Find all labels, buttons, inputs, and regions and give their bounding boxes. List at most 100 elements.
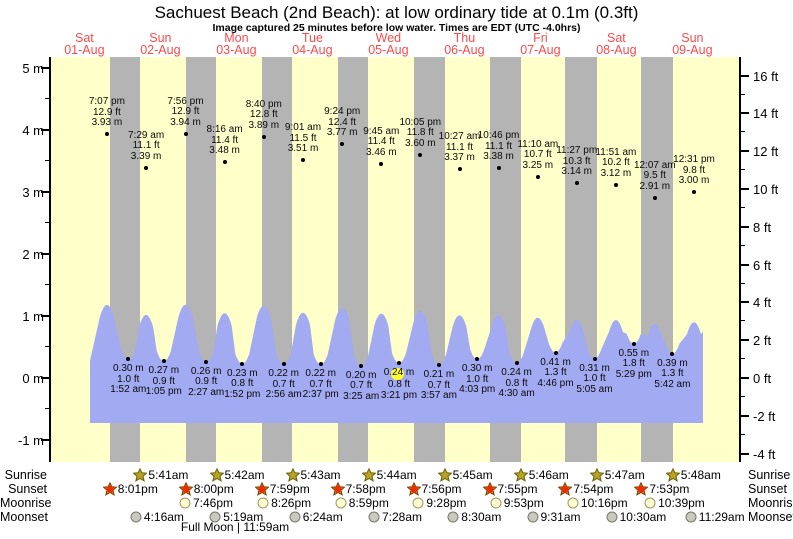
moonset-time: 10:30am — [619, 510, 667, 524]
high-tide-annotation: 12:31 pm 9.8 ft 3.00 m — [673, 154, 715, 186]
y-axis-label-right: 8 ft — [753, 219, 772, 235]
y-axis-minor-tick-left — [45, 408, 50, 409]
moonrise-icon — [644, 497, 656, 509]
y-axis-left-line — [49, 57, 51, 462]
moonrise-icon — [179, 497, 191, 509]
day-date: 03-Aug — [216, 43, 257, 57]
low-tide-annotation: 0.31 m 1.0 ft 5:05 am — [576, 362, 613, 395]
day-name: Tue — [301, 31, 323, 45]
high-tide-dot — [104, 132, 109, 137]
high-tide-annotation: 12:07 am 9.5 ft 2.91 m — [633, 159, 676, 192]
moonrise-time: 8:26pm — [271, 496, 312, 510]
low-tide-annotation: 0.21 m 0.7 ft 3:57 am — [420, 369, 457, 401]
high-tide-annotation: 8:16 am 11.4 ft 3.48 m — [206, 124, 243, 157]
sunrise-time: 5:47am — [604, 468, 645, 482]
sunrise-entry: 5:42am — [209, 468, 265, 482]
moonset-entry: 11:29am — [684, 510, 745, 524]
sunset-time: 7:58pm — [345, 482, 386, 496]
high-tide-annotation: 8:40 pm 12.8 ft 3.89 m — [245, 98, 282, 131]
y-axis-label-right: -4 ft — [753, 446, 776, 462]
moonset-icon — [685, 511, 697, 523]
low-tide-annotation: 0.30 m 1.0 ft 1:52 am — [110, 363, 147, 396]
high-tide-dot — [144, 165, 149, 170]
moonrise-time: 8:59pm — [348, 496, 389, 510]
high-tide-dot — [692, 190, 696, 194]
high-tide-dot — [574, 181, 579, 186]
low-tide-dot — [475, 357, 480, 362]
moonset-entry: 7:28am — [367, 510, 422, 524]
moonrise-icon — [257, 497, 269, 509]
y-axis-minor-tick-right — [740, 433, 745, 435]
y-axis-tick-left — [41, 253, 50, 255]
moonrise-entry: 8:59pm — [334, 496, 389, 510]
y-axis-minor-tick-right — [740, 395, 745, 397]
day-name: Sat — [75, 31, 94, 45]
sunrise-entry: 5:46am — [513, 468, 569, 482]
day-name: Mon — [224, 31, 249, 45]
sunset-entry: 7:55pm — [482, 482, 538, 496]
sunrise-star-icon — [209, 468, 224, 482]
moonset-time: 7:28am — [382, 510, 423, 524]
sunrise-row-label-right: Sunrise — [748, 468, 791, 482]
day-label: Mon 03-Aug — [198, 31, 274, 57]
high-tide-annotation: 10:05 pm 11.8 ft 3.60 m — [399, 116, 442, 149]
day-name: Sun — [681, 31, 704, 45]
sunrise-time: 5:43am — [300, 468, 341, 482]
moonrise-time: 7:46pm — [193, 496, 234, 510]
day-name: Wed — [375, 31, 402, 45]
moonset-time: 4:16am — [143, 510, 184, 524]
y-axis-label-left: 2 m — [22, 247, 44, 262]
y-axis-label-left: 1 m — [22, 309, 44, 324]
y-axis-label-right: 4 ft — [753, 295, 772, 311]
low-tide-dot — [204, 359, 209, 364]
chart-subtitle: Image captured 25 minutes before low wat… — [212, 22, 581, 34]
moonrise-entry: 8:26pm — [256, 496, 311, 510]
sunset-time: 7:56pm — [421, 482, 462, 496]
y-axis-label-right: 16 ft — [753, 68, 779, 84]
day-label: Sun 02-Aug — [122, 32, 198, 57]
moonrise-entry: 10:16pm — [566, 496, 628, 510]
y-axis-right-line — [739, 57, 741, 462]
y-axis-label-right: 10 ft — [753, 182, 779, 198]
moonset-time: 11:29am — [698, 510, 745, 524]
high-tide-annotation: 7:56 pm 12.9 ft 3.94 m — [167, 95, 204, 128]
sunset-time: 7:55pm — [497, 482, 538, 496]
y-axis-label-left: -1 m — [18, 433, 44, 448]
sunset-entry: 7:53pm — [634, 482, 689, 496]
sunrise-time: 5:46am — [528, 468, 569, 482]
day-name: Fri — [533, 31, 548, 45]
day-label: Tue 04-Aug — [274, 31, 350, 57]
moonrise-entry: 7:46pm — [178, 496, 233, 510]
sunset-time: 7:54pm — [573, 482, 614, 496]
current-low-highlight: 24 — [391, 367, 405, 381]
moonset-time: 5:19am — [223, 510, 264, 524]
low-tide-dot — [553, 350, 558, 355]
moonrise-time: 9:28pm — [426, 496, 467, 510]
high-tide-annotation: 10:46 pm 11.1 ft 3.38 m — [477, 130, 520, 163]
y-axis-tick-right — [740, 74, 749, 77]
day-date: 04-Aug — [292, 43, 333, 57]
day-date: 06-Aug — [444, 43, 485, 57]
low-tide-annotation: 0.24 m 0.8 ft 4:30 am — [498, 367, 535, 400]
y-axis-minor-tick-right — [740, 206, 745, 208]
sunrise-star-icon — [589, 468, 604, 482]
low-tide-annotation: 0.24 m 0.8 ft 3:21 pm — [380, 367, 418, 401]
sunrise-star-icon — [133, 468, 148, 482]
sunset-entry: 7:56pm — [406, 482, 462, 496]
tide-curve — [90, 304, 703, 423]
high-tide-dot — [496, 166, 501, 171]
low-tide-annotation: 0.22 m 0.7 ft 2:56 am — [265, 368, 302, 401]
sunset-time: 8:01pm — [117, 482, 158, 496]
moonset-entry: 8:30am — [446, 510, 501, 524]
sunrise-time: 5:44am — [376, 468, 417, 482]
sunrise-entry: 5:44am — [361, 468, 417, 482]
y-axis-tick-left — [41, 439, 50, 441]
high-tide-annotation: 11:51 am 10.2 ft 3.12 m — [595, 146, 637, 179]
y-axis-tick-right — [740, 112, 749, 115]
low-tide-annotation: 0.26 m 0.9 ft 2:27 am — [188, 365, 225, 398]
sunset-star-icon — [178, 482, 193, 496]
y-axis-tick-left — [41, 191, 50, 193]
sunrise-star-icon — [437, 468, 452, 482]
day-label: Fri 07-Aug — [502, 31, 578, 57]
